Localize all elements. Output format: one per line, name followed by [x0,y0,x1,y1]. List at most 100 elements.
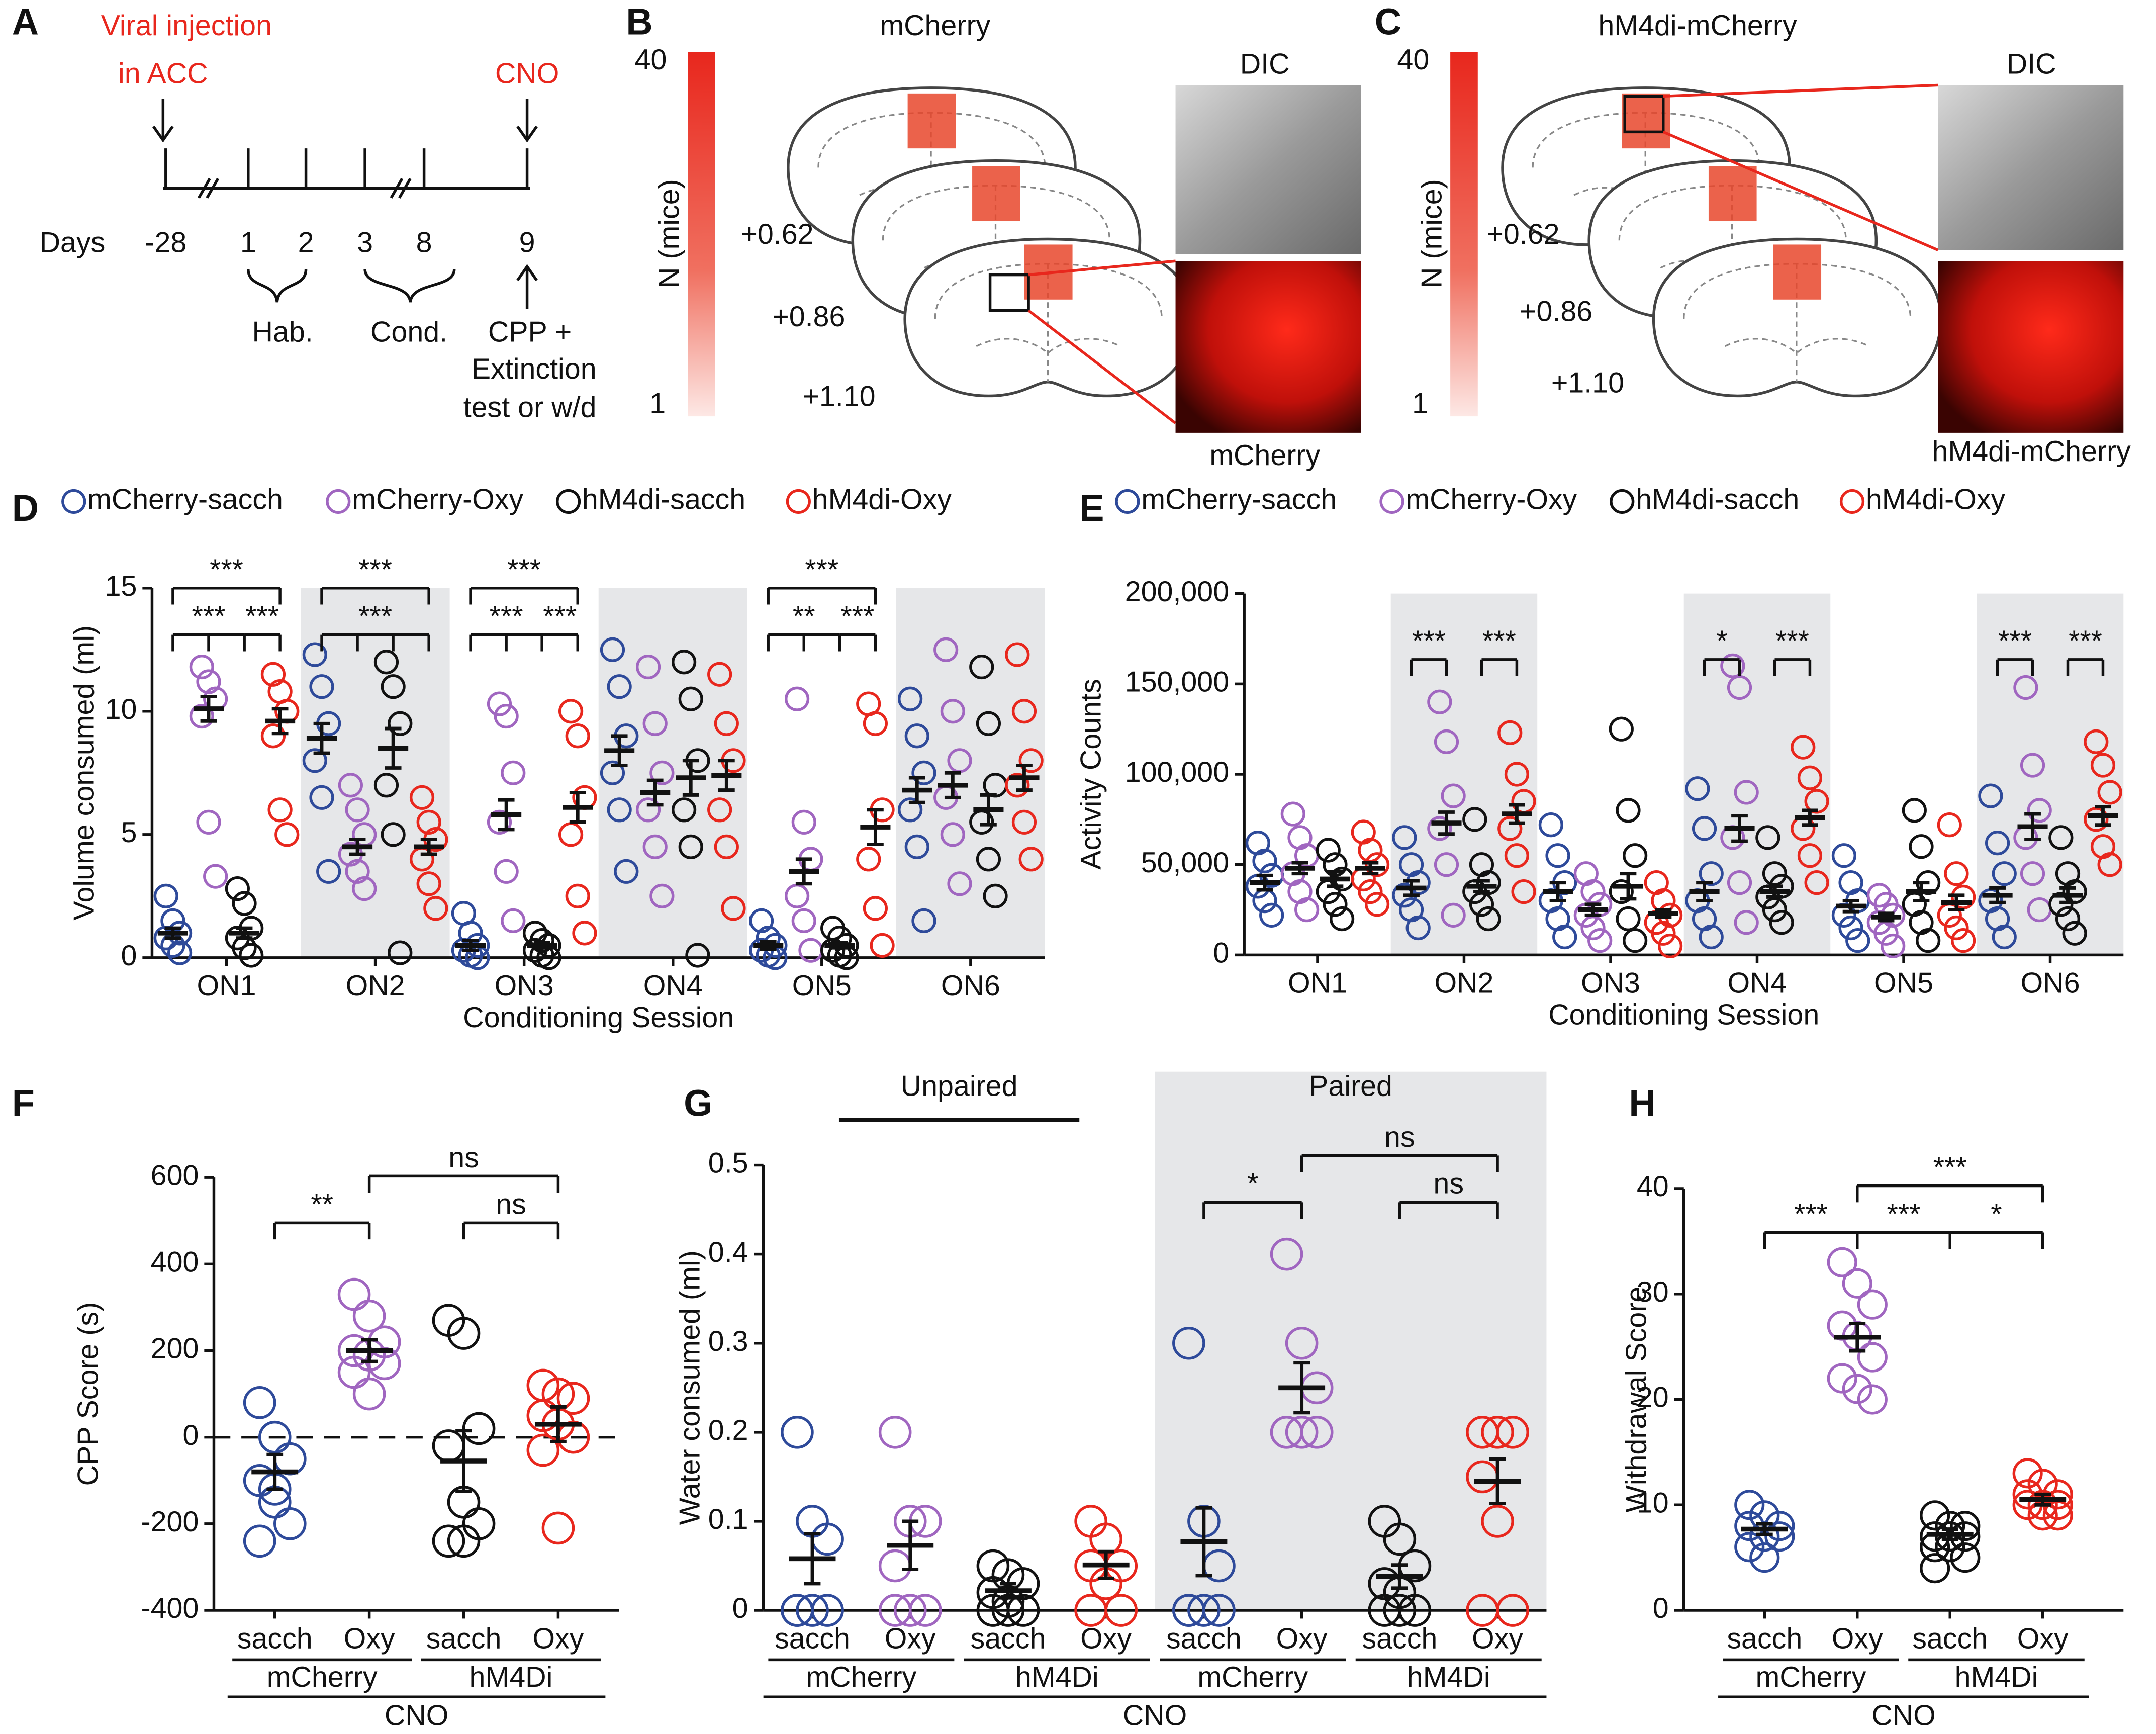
data-point [1481,1416,1514,1449]
x-tick-label: ON3 [495,970,554,1002]
panel-label: D [12,487,39,529]
coord-label: +1.10 [802,381,875,413]
significance-label: ** [793,600,815,632]
data-point [1434,729,1459,754]
x-tick-label: sacch [1362,1622,1437,1655]
data-point [1791,735,1816,760]
legend-label: hM4di-Oxy [1866,484,2006,516]
x-tick-label: sacch [1912,1622,1988,1655]
data-point [1881,933,1906,959]
day-label: -28 [145,227,186,259]
data-point [381,822,406,847]
y-tick-label: 150,000 [1125,666,1229,698]
data-point [203,864,228,889]
x-tick-label: sacch [1727,1622,1802,1655]
data-point [856,847,881,872]
data-point [1285,1326,1319,1360]
data-point [911,908,936,933]
data-point [260,723,286,749]
data-point [791,809,816,835]
data-point [1623,928,1648,953]
data-point [1804,870,1829,895]
x-tick-label: sacch [775,1622,850,1655]
data-point [1764,1521,1795,1552]
data-point [1920,1553,1950,1584]
footer-label: CNO [1123,1699,1187,1731]
image-label: hM4di-mCherry [1932,435,2131,468]
data-point [1727,675,1752,700]
significance-label: ns [496,1189,526,1221]
drug-label: CNO [495,57,559,89]
data-point [388,711,413,736]
legend-marker [326,489,351,514]
x-tick-label: ON4 [643,970,703,1002]
panel-title: hM4di-mCherry [1598,10,1797,42]
injection-label: in ACC [118,57,208,89]
group-label: mCherry [1197,1661,1308,1693]
significance-label: ** [311,1189,333,1221]
data-point [781,1594,814,1627]
data-point [671,650,697,675]
data-point [565,883,590,908]
data-point [1734,1490,1765,1520]
data-point [1476,906,1501,932]
data-point [1587,928,1613,953]
data-point [685,943,710,968]
data-point [600,760,625,785]
y-tick-label: 50,000 [1141,847,1230,879]
data-point [714,711,739,736]
data-point [1316,838,1341,863]
data-point [1804,789,1829,814]
data-point [678,686,703,711]
data-point [352,1299,386,1333]
color-scale [688,52,715,417]
brain-section [1654,239,1941,396]
significance-label: *** [1794,1198,1828,1230]
y-tick-label: 0 [121,940,137,972]
y-tick-label: 200 [151,1333,199,1365]
timeline [163,148,530,199]
image-label: mCherry [1209,439,1320,472]
significance-label: *** [358,600,392,632]
data-point [494,859,519,884]
data-point [1920,1500,1950,1531]
data-point [1609,879,1634,904]
x-tick-label: ON1 [1288,967,1347,999]
data-point [1692,816,1717,841]
data-point [1462,807,1487,832]
data-point [2090,753,2116,778]
data-point [2084,729,2109,754]
data-point [940,699,965,724]
panel-title: mCherry [880,10,990,42]
y-tick-label: 100,000 [1125,756,1229,788]
data-point [1383,1594,1417,1627]
data-point [1504,843,1530,868]
x-axis-label: Conditioning Session [1548,999,1819,1031]
y-tick-label: 20 [1637,1382,1669,1414]
data-point [721,896,746,921]
data-point [432,1429,465,1463]
data-point [1405,915,1431,941]
data-point [1441,902,1466,928]
data-point [863,711,888,736]
significance-label: * [1991,1198,2002,1230]
legend-marker [1839,489,1865,514]
arrow [152,99,538,143]
x-tick-label: ON3 [1581,967,1640,999]
data-point [1252,848,1277,874]
scale-max: 40 [635,44,667,76]
day-label: 1 [240,227,256,259]
data-point [558,699,584,724]
data-point [820,938,846,963]
data-point [600,637,625,662]
panel-label: F [12,1082,35,1124]
x-tick-label: sacch [1166,1622,1242,1655]
data-point [1497,816,1523,841]
significance-label: *** [1412,625,1446,657]
coord-label: +0.86 [772,301,845,333]
data-point [1481,1505,1514,1538]
test-label: Extinction [472,353,597,385]
panel-label: B [626,1,652,43]
data-point [1734,910,1759,935]
